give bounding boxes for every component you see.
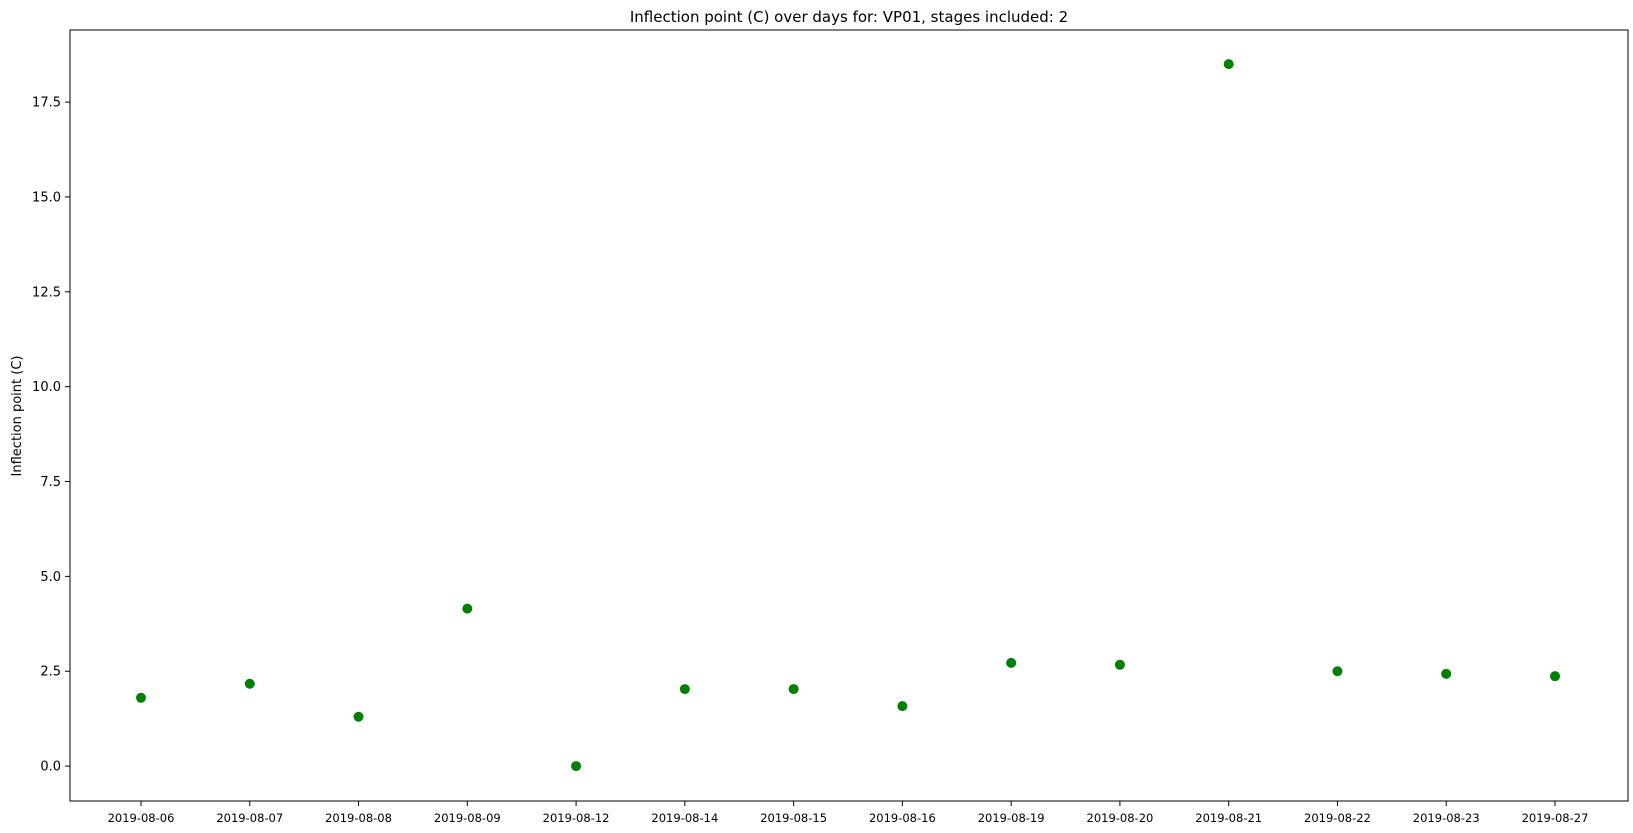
data-point: [462, 603, 473, 614]
x-tick-label: 2019-08-27: [1522, 811, 1589, 825]
data-point: [1441, 668, 1452, 679]
y-tick-label: 2.5: [40, 665, 61, 680]
x-tick-label: 2019-08-20: [1087, 811, 1154, 825]
x-tick-label: 2019-08-21: [1195, 811, 1262, 825]
y-tick-label: 17.5: [32, 96, 61, 111]
plot-frame: [69, 29, 1629, 802]
data-point: [244, 678, 255, 689]
y-tick-label: 7.5: [40, 475, 61, 490]
chart-title: Inflection point (C) over days for: VP01…: [630, 8, 1068, 26]
x-tick-label: 2019-08-08: [325, 811, 392, 825]
x-tick-label: 2019-08-22: [1304, 811, 1371, 825]
y-axis: 0.0 2.5 5.0 7.5 10.0 12.5 15.0 17.5: [32, 96, 70, 775]
y-tick-label: 10.0: [32, 380, 61, 395]
x-tick-label: 2019-08-07: [216, 811, 283, 825]
data-point: [136, 692, 146, 703]
data-point: [1223, 59, 1234, 70]
data-point: [571, 761, 582, 772]
x-axis: 2019-08-06 2019-08-07 2019-08-08 2019-08-09…: [108, 801, 1589, 825]
x-tick-label: 2019-08-16: [869, 811, 936, 825]
x-tick-label: 2019-08-09: [434, 811, 501, 825]
data-point: [1006, 657, 1017, 668]
x-tick-label: 2019-08-15: [760, 811, 827, 825]
data-point: [679, 684, 690, 695]
y-tick-label: 5.0: [40, 570, 61, 585]
y-tick-label: 15.0: [32, 190, 61, 205]
data-points: [136, 59, 1560, 772]
x-tick-label: 2019-08-19: [978, 811, 1045, 825]
y-axis-label: Inflection point (C): [10, 356, 25, 477]
data-point: [353, 711, 364, 722]
data-point: [788, 684, 799, 695]
y-tick-label: 0.0: [40, 760, 61, 775]
data-point: [1550, 671, 1560, 682]
y-tick-label: 12.5: [32, 285, 61, 300]
x-tick-label: 2019-08-12: [543, 811, 610, 825]
x-tick-label: 2019-08-23: [1413, 811, 1480, 825]
data-point: [1114, 659, 1125, 670]
x-tick-label: 2019-08-14: [651, 811, 718, 825]
x-tick-label: 2019-08-06: [108, 811, 175, 825]
data-point: [1332, 666, 1343, 677]
data-point: [897, 701, 908, 712]
